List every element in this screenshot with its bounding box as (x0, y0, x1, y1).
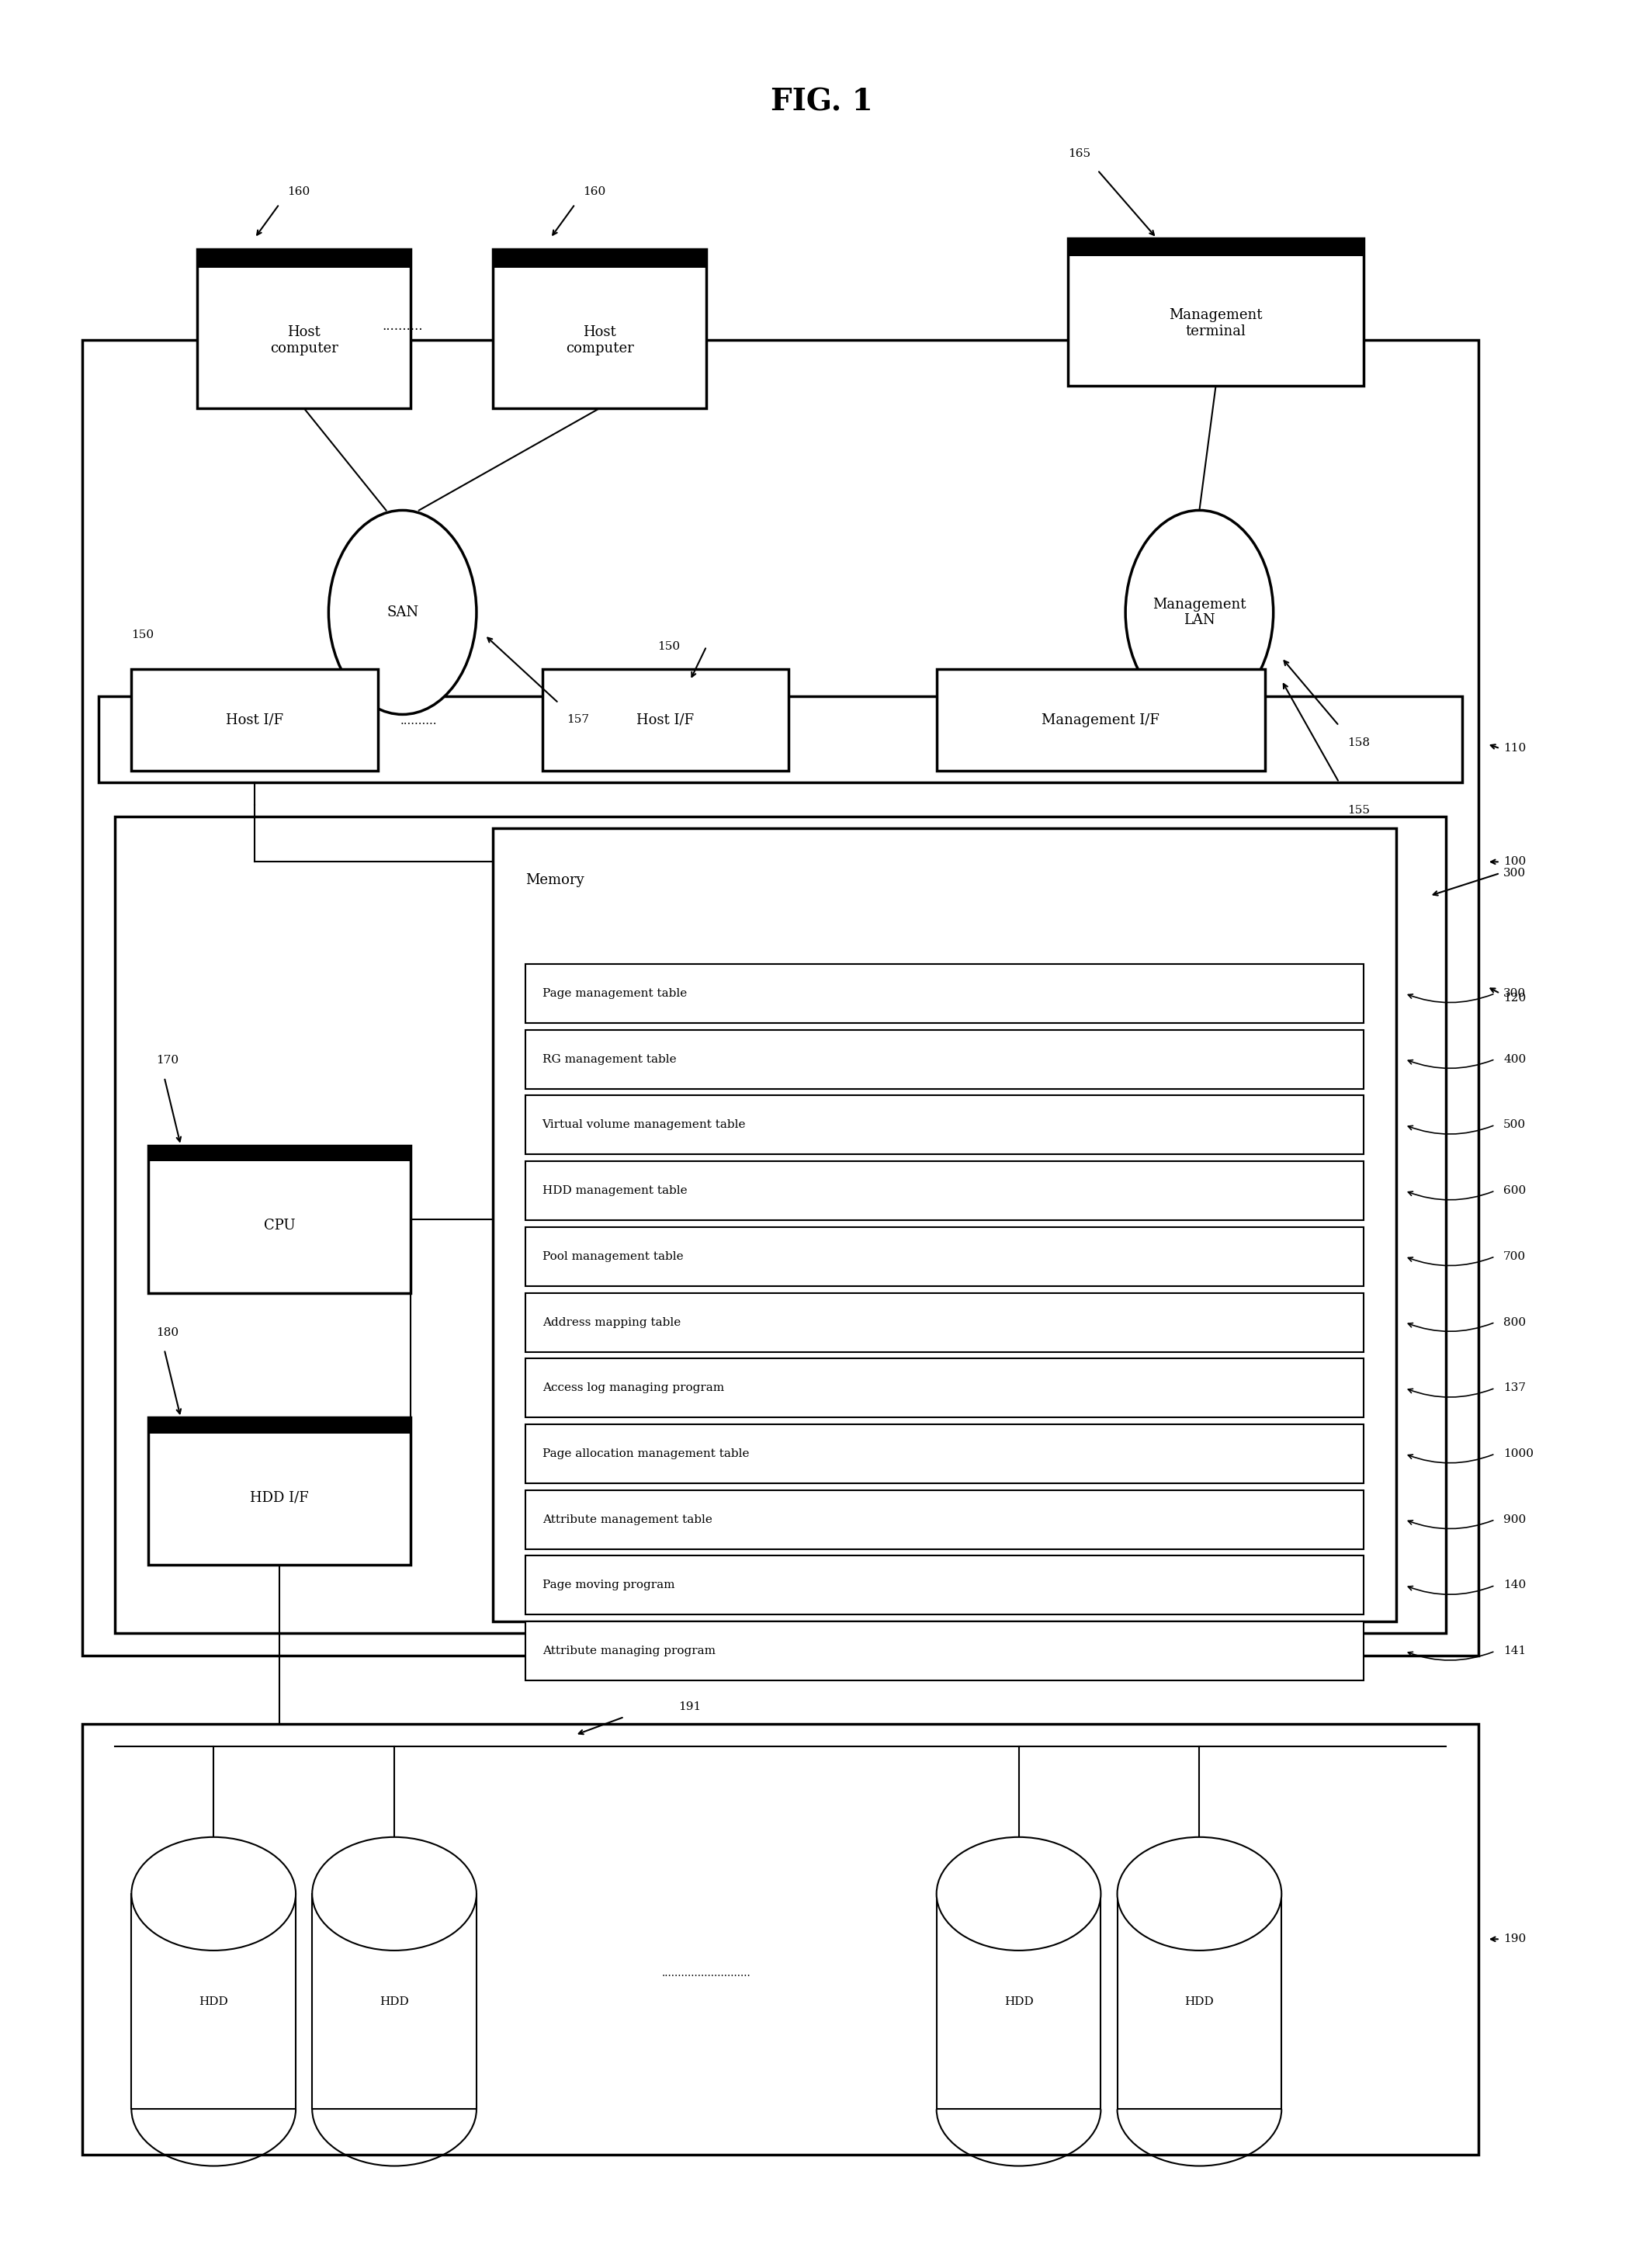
Text: Host I/F: Host I/F (225, 712, 284, 728)
Text: 150: 150 (131, 631, 154, 640)
Bar (197, 249, 411, 408)
Text: 190: 190 (1503, 1935, 1526, 1944)
Circle shape (1125, 510, 1273, 714)
Text: 157: 157 (567, 714, 590, 726)
Text: Page moving program: Page moving program (542, 1581, 675, 1590)
Text: Management I/F: Management I/F (1042, 712, 1160, 728)
Bar (82, 340, 1479, 1656)
Text: 300: 300 (1503, 869, 1526, 878)
Text: 1000: 1000 (1503, 1449, 1533, 1458)
Text: 137: 137 (1503, 1383, 1526, 1393)
Text: 155: 155 (1347, 805, 1370, 816)
Bar (99, 696, 1462, 782)
Text: Page allocation management table: Page allocation management table (542, 1449, 749, 1458)
Text: Memory: Memory (526, 873, 585, 887)
Bar (493, 249, 706, 408)
Bar (1117, 1894, 1282, 2109)
Text: HDD: HDD (1004, 1996, 1033, 2007)
Text: ..........: .......... (383, 320, 422, 333)
Bar (526, 1161, 1364, 1220)
Text: 170: 170 (156, 1055, 179, 1066)
Bar (312, 1894, 476, 2109)
Text: 141: 141 (1503, 1647, 1526, 1656)
Text: 191: 191 (679, 1701, 702, 1712)
Bar (526, 1030, 1364, 1089)
Text: Management
terminal: Management terminal (1170, 308, 1262, 338)
Bar (148, 1418, 411, 1565)
Text: 160: 160 (288, 186, 311, 197)
Text: HDD: HDD (380, 1996, 409, 2007)
Bar (526, 1095, 1364, 1154)
Text: ...........................: ........................... (662, 1969, 751, 1978)
Text: Host I/F: Host I/F (636, 712, 695, 728)
Text: Attribute managing program: Attribute managing program (542, 1647, 715, 1656)
Ellipse shape (131, 1837, 296, 1950)
Text: Host
computer: Host computer (269, 324, 338, 356)
Bar (937, 669, 1265, 771)
Bar (526, 964, 1364, 1023)
Text: Attribute management table: Attribute management table (542, 1515, 711, 1524)
Text: 120: 120 (1503, 993, 1526, 1002)
Text: Page management table: Page management table (542, 989, 687, 998)
Bar (148, 1145, 411, 1161)
Text: FIG. 1: FIG. 1 (771, 86, 872, 118)
Bar (526, 1622, 1364, 1681)
Bar (937, 1894, 1101, 2109)
Text: RG management table: RG management table (542, 1055, 677, 1064)
Bar (526, 1227, 1364, 1286)
Text: 300: 300 (1503, 989, 1526, 998)
Text: 600: 600 (1503, 1186, 1526, 1195)
Text: 158: 158 (1347, 737, 1370, 748)
Bar (493, 828, 1397, 1622)
Text: CPU: CPU (263, 1218, 296, 1234)
Text: SAN: SAN (386, 606, 419, 619)
Bar (526, 1490, 1364, 1549)
Ellipse shape (312, 1837, 476, 1950)
Bar (1068, 238, 1364, 256)
Ellipse shape (1117, 1837, 1282, 1950)
Text: 400: 400 (1503, 1055, 1526, 1064)
Text: Address mapping table: Address mapping table (542, 1318, 680, 1327)
Text: Virtual volume management table: Virtual volume management table (542, 1120, 746, 1129)
Bar (1068, 238, 1364, 386)
Text: 900: 900 (1503, 1515, 1526, 1524)
Bar (115, 816, 1446, 1633)
Bar (526, 1556, 1364, 1615)
Bar (148, 1145, 411, 1293)
Bar (526, 1359, 1364, 1418)
Text: 165: 165 (1068, 147, 1091, 159)
Text: HDD: HDD (1185, 1996, 1214, 2007)
Text: HDD: HDD (199, 1996, 228, 2007)
Text: ..........: .......... (401, 717, 437, 726)
Bar (82, 1724, 1479, 2155)
Bar (542, 669, 789, 771)
Bar (493, 249, 706, 268)
Text: HDD I/F: HDD I/F (250, 1490, 309, 1506)
Circle shape (329, 510, 476, 714)
Text: HDD management table: HDD management table (542, 1186, 687, 1195)
Bar (197, 249, 411, 268)
Bar (526, 1293, 1364, 1352)
Text: Host
computer: Host computer (565, 324, 634, 356)
Text: Pool management table: Pool management table (542, 1252, 683, 1261)
Bar (148, 1418, 411, 1433)
Bar (131, 669, 378, 771)
Text: 150: 150 (657, 642, 680, 651)
Text: Management
LAN: Management LAN (1153, 596, 1245, 628)
Text: 700: 700 (1503, 1252, 1526, 1261)
Text: 110: 110 (1503, 744, 1526, 753)
Text: 140: 140 (1503, 1581, 1526, 1590)
Text: 180: 180 (156, 1327, 179, 1338)
Text: Access log managing program: Access log managing program (542, 1383, 725, 1393)
Bar (131, 1894, 296, 2109)
Ellipse shape (937, 1837, 1101, 1950)
Text: 160: 160 (583, 186, 606, 197)
Text: 500: 500 (1503, 1120, 1526, 1129)
Text: 100: 100 (1503, 857, 1526, 866)
Text: 800: 800 (1503, 1318, 1526, 1327)
Bar (526, 1424, 1364, 1483)
